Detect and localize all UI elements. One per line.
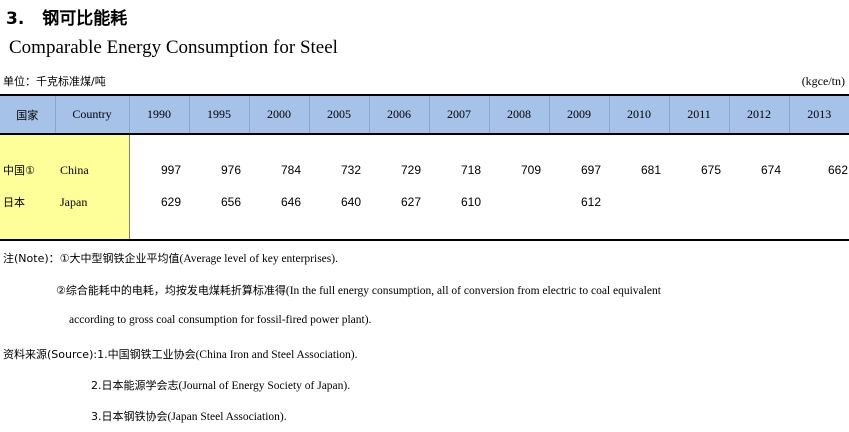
header-year: 2005 — [308, 94, 369, 135]
row-country-cn: 日本 — [0, 186, 55, 218]
header-year: 2012 — [728, 94, 789, 135]
table-cell — [609, 186, 669, 218]
note-2: ②综合能耗中的电耗，均按发电煤耗折算标准得(In the full energy… — [56, 284, 661, 297]
table-cell: 997 — [160, 163, 181, 177]
header-year: 2006 — [368, 94, 429, 135]
source-3: 3.日本钢铁协会(Japan Steel Association). — [91, 410, 287, 423]
unit-label-en: (kgce/tn) — [801, 74, 845, 88]
table-cell: 709 — [520, 163, 541, 177]
energy-consumption-table: 国家 Country 1990 1995 2000 2005 2006 2007… — [0, 94, 849, 241]
bottom-cell — [129, 218, 849, 241]
header-year: 2000 — [248, 94, 309, 135]
table-cell — [489, 186, 549, 218]
label-cell-spacer — [0, 134, 130, 154]
table-bottom-row — [0, 218, 849, 241]
table-cell — [789, 186, 849, 218]
table-cell: 610 — [460, 195, 481, 209]
table-cell: 697 — [580, 163, 601, 177]
title-number: 3. — [6, 9, 25, 29]
source-1: 资料来源(Source):1.中国钢铁工业协会(China Iron and S… — [3, 348, 358, 361]
table-spacer-row — [0, 134, 849, 154]
table-cell: 629 — [160, 195, 181, 209]
table-cell: 675 — [700, 163, 721, 177]
header-year: 2008 — [488, 94, 549, 135]
table-row-china: 中国① China 997 976 784 732 729 718 709 69… — [0, 154, 849, 186]
row-country-cn: 中国① — [0, 154, 55, 186]
table-row-japan: 日本 Japan 629 656 646 640 627 610 612 — [0, 186, 849, 218]
row-country-en: China — [55, 154, 130, 186]
header-year: 2010 — [608, 94, 669, 135]
table-cell: 784 — [280, 163, 301, 177]
source-2: 2.日本能源学会志(Journal of Energy Society of J… — [91, 379, 351, 392]
table-cell: 662 — [827, 163, 848, 177]
header-country-cn: 国家 — [0, 94, 55, 135]
title-cn-text: 钢可比能耗 — [42, 9, 128, 29]
unit-label-cn: 单位：千克标准煤/吨 — [3, 75, 106, 88]
header-year: 2009 — [548, 94, 609, 135]
table-cell: 729 — [400, 163, 421, 177]
header-country-en: Country — [54, 94, 129, 135]
page-title-en: Comparable Energy Consumption for Steel — [9, 37, 338, 58]
table-cell: 681 — [640, 163, 661, 177]
note-1: 注(Note)：①大中型钢铁企业平均值(Average level of key… — [3, 252, 338, 265]
table-cell: 718 — [460, 163, 481, 177]
table-cell: 976 — [220, 163, 241, 177]
header-year: 2013 — [788, 94, 849, 135]
table-cell: 627 — [400, 195, 421, 209]
table-cell: 732 — [340, 163, 361, 177]
note-2-continuation: according to gross coal consumption for … — [69, 314, 372, 326]
header-year: 2007 — [428, 94, 489, 135]
table-cell: 640 — [340, 195, 361, 209]
table-cell: 646 — [280, 195, 301, 209]
table-cell — [669, 186, 729, 218]
table-cell — [729, 186, 789, 218]
table-cell: 612 — [580, 195, 601, 209]
page-title-cn: 3. 钢可比能耗 — [6, 4, 127, 29]
spacer-cell — [129, 134, 849, 154]
header-year: 1995 — [188, 94, 249, 135]
table-header-row: 国家 Country 1990 1995 2000 2005 2006 2007… — [0, 94, 849, 135]
label-cell-bottom — [0, 218, 130, 241]
table-cell: 674 — [760, 163, 781, 177]
row-country-en: Japan — [55, 186, 130, 218]
header-year: 1990 — [128, 94, 189, 135]
table-cell: 656 — [220, 195, 241, 209]
header-year: 2011 — [668, 94, 729, 135]
